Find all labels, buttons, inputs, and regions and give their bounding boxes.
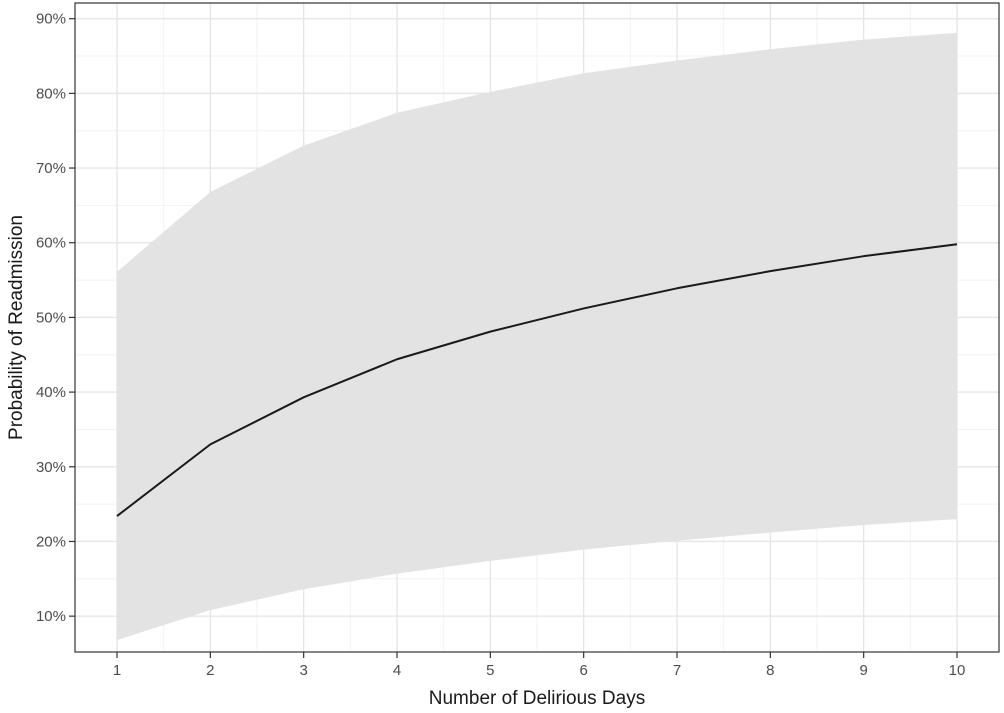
x-tick-label: 4 xyxy=(393,662,401,679)
y-tick-label: 80% xyxy=(36,85,66,102)
y-tick-label: 50% xyxy=(36,309,66,326)
confidence-band xyxy=(117,32,957,641)
y-tick-label: 10% xyxy=(36,608,66,625)
series-line xyxy=(116,243,958,517)
y-tick-label: 20% xyxy=(36,533,66,550)
confidence-bands xyxy=(117,32,957,641)
tick-labels: 1 2 3 4 5 6 7 8 9 10 10% 20% 30% 40% 50% 60% 70% 80% 90% xyxy=(36,11,965,679)
x-tick-label: 3 xyxy=(299,662,307,679)
x-tick-label: 2 xyxy=(206,662,214,679)
x-tick-label: 8 xyxy=(766,662,774,679)
series-lines xyxy=(116,243,958,517)
x-tick-label: 6 xyxy=(579,662,587,679)
x-axis-title: Number of Delirious Days xyxy=(429,688,645,709)
x-tick-label: 1 xyxy=(113,662,121,679)
y-tick-label: 30% xyxy=(36,459,66,476)
plot-panel-border xyxy=(74,2,1000,653)
y-tick-label: 60% xyxy=(36,235,66,252)
y-tick-label: 40% xyxy=(36,384,66,401)
x-tick-label: 10 xyxy=(949,662,966,679)
y-tick-label: 70% xyxy=(36,160,66,177)
axis-ticks xyxy=(69,18,958,658)
y-axis-title: Probability of Readmission xyxy=(6,215,27,440)
x-tick-label: 9 xyxy=(859,662,867,679)
y-tick-label: 90% xyxy=(36,11,66,28)
x-tick-label: 7 xyxy=(673,662,681,679)
x-tick-label: 5 xyxy=(486,662,494,679)
